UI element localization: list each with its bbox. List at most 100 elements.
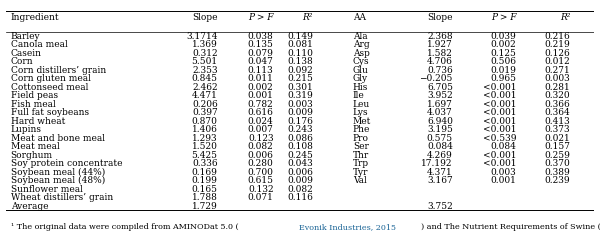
Text: Soy protein concentrate: Soy protein concentrate (11, 159, 122, 168)
Text: Sunflower meal: Sunflower meal (11, 185, 83, 194)
Text: Leu: Leu (353, 100, 370, 109)
Text: 4.706: 4.706 (427, 57, 453, 66)
Text: ¹ The original data were compiled from AMINODat 5.0 (: ¹ The original data were compiled from A… (11, 223, 238, 231)
Text: 2.353: 2.353 (192, 66, 218, 75)
Text: 0.126: 0.126 (545, 49, 571, 58)
Text: Cys: Cys (353, 57, 370, 66)
Text: <0.001: <0.001 (483, 83, 517, 92)
Text: 17.192: 17.192 (421, 159, 453, 168)
Text: Cottonseed meal: Cottonseed meal (11, 83, 88, 92)
Text: Hard wheat: Hard wheat (11, 117, 65, 126)
Text: R²: R² (302, 13, 313, 22)
Text: 0.047: 0.047 (248, 57, 274, 66)
Text: Lys: Lys (353, 108, 368, 117)
Text: Asp: Asp (353, 49, 370, 58)
Text: Corn: Corn (11, 57, 34, 66)
Text: 0.870: 0.870 (192, 117, 218, 126)
Text: <0.001: <0.001 (483, 108, 517, 117)
Text: Average: Average (11, 201, 48, 210)
Text: 0.084: 0.084 (427, 142, 453, 151)
Text: 0.215: 0.215 (287, 74, 313, 83)
Text: 0.011: 0.011 (248, 74, 274, 83)
Text: 3.952: 3.952 (427, 91, 453, 100)
Text: Ile: Ile (353, 91, 365, 100)
Text: 0.125: 0.125 (491, 49, 517, 58)
Text: Soybean meal (44%): Soybean meal (44%) (11, 167, 105, 177)
Text: 1.788: 1.788 (192, 193, 218, 202)
Text: Corn distillers’ grain: Corn distillers’ grain (11, 66, 106, 75)
Text: 5.501: 5.501 (191, 57, 218, 66)
Text: Soybean meal (48%): Soybean meal (48%) (11, 176, 105, 185)
Text: Fish meal: Fish meal (11, 100, 55, 109)
Text: 1.369: 1.369 (192, 40, 218, 49)
Text: 1.927: 1.927 (427, 40, 453, 49)
Text: 0.021: 0.021 (545, 134, 571, 143)
Text: 0.397: 0.397 (192, 108, 218, 117)
Text: <0.001: <0.001 (483, 125, 517, 134)
Text: 5.425: 5.425 (191, 151, 218, 160)
Text: 0.081: 0.081 (287, 40, 313, 49)
Text: 0.024: 0.024 (248, 117, 274, 126)
Text: 0.219: 0.219 (545, 40, 571, 49)
Text: 0.239: 0.239 (545, 176, 571, 185)
Text: Meat and bone meal: Meat and bone meal (11, 134, 105, 143)
Text: 1.582: 1.582 (427, 49, 453, 58)
Text: Lupins: Lupins (11, 125, 42, 134)
Text: 0.245: 0.245 (287, 151, 313, 160)
Text: 0.206: 0.206 (192, 100, 218, 109)
Text: P > F: P > F (248, 13, 274, 22)
Text: Canola meal: Canola meal (11, 40, 67, 49)
Text: 0.149: 0.149 (287, 32, 313, 41)
Text: Arg: Arg (353, 40, 370, 49)
Text: 4.371: 4.371 (427, 167, 453, 177)
Text: −0.205: −0.205 (419, 74, 453, 83)
Text: 0.135: 0.135 (248, 40, 274, 49)
Text: R²: R² (560, 13, 571, 22)
Text: Phe: Phe (353, 125, 370, 134)
Text: 0.373: 0.373 (545, 125, 571, 134)
Text: 0.002: 0.002 (248, 83, 274, 92)
Text: 0.336: 0.336 (192, 159, 218, 168)
Text: 0.312: 0.312 (192, 49, 218, 58)
Text: 0.199: 0.199 (192, 176, 218, 185)
Text: Glu: Glu (353, 66, 369, 75)
Text: 0.280: 0.280 (248, 159, 274, 168)
Text: 0.736: 0.736 (427, 66, 453, 75)
Text: 0.575: 0.575 (427, 134, 453, 143)
Text: Casein: Casein (11, 49, 42, 58)
Text: 0.003: 0.003 (287, 100, 313, 109)
Text: 1.697: 1.697 (427, 100, 453, 109)
Text: Val: Val (353, 176, 367, 185)
Text: 0.506: 0.506 (490, 57, 517, 66)
Text: Gly: Gly (353, 74, 368, 83)
Text: 2.368: 2.368 (427, 32, 453, 41)
Text: 0.038: 0.038 (248, 32, 274, 41)
Text: 0.364: 0.364 (545, 108, 571, 117)
Text: AA: AA (353, 13, 366, 22)
Text: 0.009: 0.009 (287, 108, 313, 117)
Text: Ser: Ser (353, 142, 369, 151)
Text: 0.845: 0.845 (191, 74, 218, 83)
Text: Barley: Barley (11, 32, 40, 41)
Text: Sorghum: Sorghum (11, 151, 53, 160)
Text: <0.001: <0.001 (483, 91, 517, 100)
Text: Pro: Pro (353, 134, 369, 143)
Text: 0.389: 0.389 (545, 167, 571, 177)
Text: <0.001: <0.001 (483, 100, 517, 109)
Text: Thr: Thr (353, 151, 369, 160)
Text: 0.039: 0.039 (491, 32, 517, 41)
Text: <0.539: <0.539 (483, 134, 517, 143)
Text: 0.007: 0.007 (248, 125, 274, 134)
Text: 0.116: 0.116 (287, 193, 313, 202)
Text: 1.729: 1.729 (192, 201, 218, 210)
Text: 0.169: 0.169 (192, 167, 218, 177)
Text: <0.001: <0.001 (483, 159, 517, 168)
Text: 0.413: 0.413 (545, 117, 571, 126)
Text: Corn gluten meal: Corn gluten meal (11, 74, 91, 83)
Text: 0.071: 0.071 (248, 193, 274, 202)
Text: His: His (353, 83, 368, 92)
Text: 1.520: 1.520 (192, 142, 218, 151)
Text: Slope: Slope (427, 13, 453, 22)
Text: 0.176: 0.176 (287, 117, 313, 126)
Text: Ingredient: Ingredient (11, 13, 59, 22)
